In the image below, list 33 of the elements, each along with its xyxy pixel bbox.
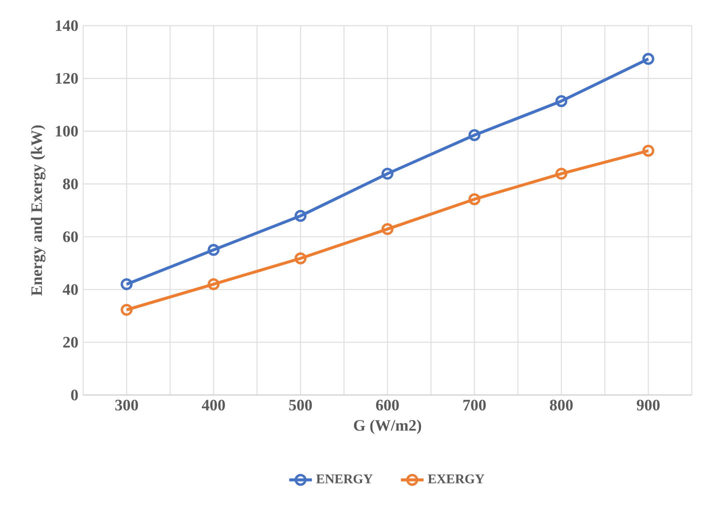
point xyxy=(468,129,480,142)
point xyxy=(555,168,568,180)
y-axis-title: Energy and Exergy (kW) xyxy=(30,126,46,296)
x-tick-label: 300 xyxy=(115,400,138,411)
x-tick-label: 400 xyxy=(202,400,225,411)
point xyxy=(555,95,568,108)
x-tick-label: 600 xyxy=(376,400,399,411)
x-tick-label: 500 xyxy=(289,400,312,411)
point xyxy=(381,223,394,236)
point xyxy=(294,252,307,265)
point xyxy=(208,278,220,290)
y-tick-label: 120 xyxy=(56,73,78,84)
point xyxy=(120,278,133,290)
x-axis-title: G (W/m2) xyxy=(354,420,422,434)
y-tick-label: 100 xyxy=(56,126,78,137)
point xyxy=(642,144,654,157)
y-tick-label: 140 xyxy=(56,20,78,32)
x-tick-label: 700 xyxy=(463,400,486,411)
y-tick-label: 20 xyxy=(63,337,78,348)
point xyxy=(120,304,133,316)
point xyxy=(294,210,307,222)
x-tick-label: 900 xyxy=(636,400,660,411)
y-tick-label: 40 xyxy=(62,284,78,296)
legend-label: ENERGY xyxy=(316,474,373,484)
point xyxy=(208,244,220,256)
y-tick-label: 80 xyxy=(63,178,78,190)
x-tick-label: 800 xyxy=(550,400,573,411)
point xyxy=(642,53,654,66)
point xyxy=(468,194,480,206)
y-tick-label: 0 xyxy=(71,390,78,401)
point xyxy=(381,168,394,180)
legend-label: EXERGY xyxy=(428,474,484,484)
y-tick-label: 60 xyxy=(63,232,78,242)
